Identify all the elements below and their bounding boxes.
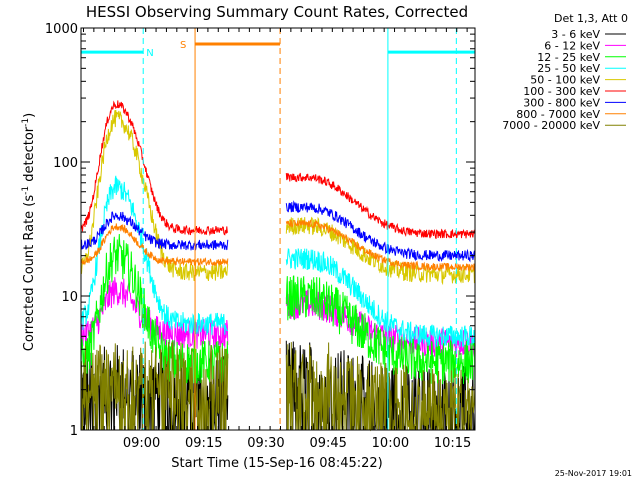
legend-header: Det 1,3, Att 0: [554, 12, 628, 25]
x-tick-label-0945: 09:45: [309, 436, 346, 451]
series-9-segment-2: [285, 342, 476, 432]
legend-label-6: 100 - 300 keV: [523, 85, 600, 98]
y-tick-label-100: 100: [53, 156, 78, 171]
legend-label-9: 7000 - 20000 keV: [502, 119, 600, 132]
legend-label-7: 300 - 800 keV: [523, 96, 600, 109]
x-axis-label: Start Time (15-Sep-16 08:45:22): [171, 456, 382, 471]
plot-area: [80, 100, 476, 432]
y-tick-label-1000: 1000: [45, 22, 78, 37]
series-3-segment-1: [80, 233, 229, 385]
series-6: [80, 100, 476, 240]
series-4: [80, 175, 476, 348]
legend-label-8: 800 - 7000 keV: [516, 108, 600, 121]
chart-title: HESSI Observing Summary Count Rates, Cor…: [86, 3, 468, 21]
legend-label-4: 25 - 50 keV: [537, 62, 600, 75]
svg-text:Corrected Count Rate (s-1 dete: Corrected Count Rate (s-1 detector-1): [21, 113, 37, 351]
series-8-segment-1: [81, 223, 229, 267]
x-tick-label-0930: 09:30: [247, 436, 284, 451]
series-8: [81, 219, 476, 273]
series-6-segment-2: [285, 172, 476, 240]
series-3: [80, 233, 476, 385]
legend-label-2: 6 - 12 keV: [544, 39, 600, 52]
series-5: [80, 109, 476, 286]
series-7: [80, 200, 476, 263]
series-7-segment-1: [80, 211, 229, 251]
y-tick-label-1: 1: [70, 424, 78, 439]
series-7-segment-2: [285, 200, 476, 263]
y-axis-label: Corrected Count Rate (s-1 detector-1): [21, 113, 37, 351]
night-label: N: [146, 48, 153, 59]
legend-label-5: 50 - 100 keV: [530, 74, 600, 87]
series-6-segment-1: [80, 100, 229, 237]
x-tick-label-1000: 10:00: [372, 436, 409, 451]
series-5-segment-2: [285, 216, 476, 286]
series-4-segment-2: [285, 248, 476, 348]
legend-label-3: 12 - 25 keV: [537, 51, 600, 64]
saa-label: S: [180, 40, 186, 51]
annotations: NS: [81, 28, 475, 430]
series-8-segment-2: [285, 219, 476, 273]
series-5-segment-1: [80, 109, 229, 282]
y-tick-label-10: 10: [61, 290, 78, 305]
plot-frame: [80, 27, 476, 431]
x-tick-label-1015: 10:15: [434, 436, 471, 451]
legend-label-1: 3 - 6 keV: [551, 28, 600, 41]
footer-date: 25-Nov-2017 19:01: [555, 469, 632, 478]
series-4-segment-1: [80, 175, 229, 335]
axes: 1 10 100 1000 09:00 09:15 09:30 09:45 10:00 10:15: [45, 22, 476, 451]
x-tick-label-0915: 09:15: [185, 436, 222, 451]
series-3-segment-2: [285, 275, 476, 385]
x-tick-label-0900: 09:00: [123, 436, 160, 451]
